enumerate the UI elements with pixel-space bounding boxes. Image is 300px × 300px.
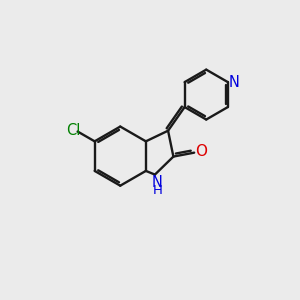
Text: Cl: Cl	[66, 123, 81, 138]
Text: N: N	[152, 175, 163, 190]
Text: N: N	[229, 75, 240, 90]
Text: O: O	[195, 144, 207, 159]
Text: H: H	[152, 184, 162, 197]
